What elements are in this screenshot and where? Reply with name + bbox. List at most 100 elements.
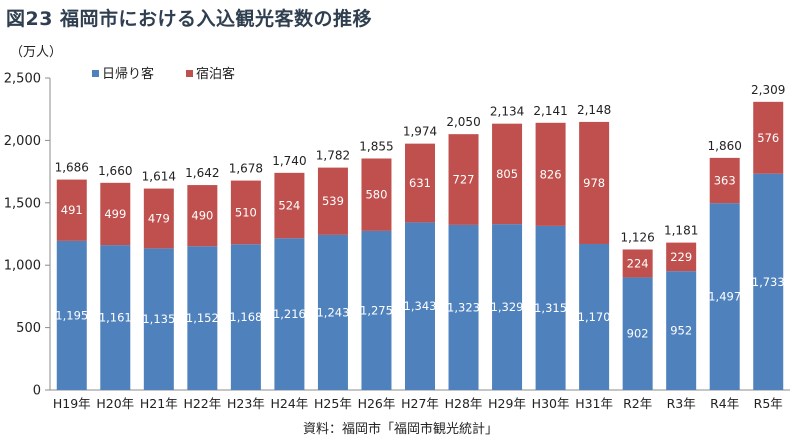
x-tick-label: R2年 bbox=[623, 396, 652, 411]
bar-day-trip bbox=[492, 224, 523, 390]
data-label-overnight: 727 bbox=[453, 173, 475, 187]
data-label-day-trip: 1,216 bbox=[273, 307, 306, 321]
x-tick-label: R3年 bbox=[667, 396, 696, 411]
x-tick-label: H27年 bbox=[401, 396, 439, 411]
bar-day-trip bbox=[622, 277, 653, 390]
legend-overnight-swatch bbox=[186, 70, 193, 77]
bar-overnight bbox=[448, 134, 479, 225]
x-tick-label: H19年 bbox=[53, 396, 91, 411]
data-label-day-trip: 952 bbox=[670, 324, 692, 338]
bar-overnight bbox=[56, 179, 87, 241]
data-label-total: 1,855 bbox=[359, 139, 393, 153]
data-label-total: 1,181 bbox=[664, 224, 698, 238]
bar-day-trip bbox=[448, 224, 479, 390]
data-label-overnight: 363 bbox=[714, 174, 736, 188]
data-label-day-trip: 1,168 bbox=[229, 310, 262, 324]
data-label-day-trip: 1,315 bbox=[534, 301, 567, 315]
bar-day-trip bbox=[361, 230, 392, 390]
bar-overnight bbox=[579, 121, 610, 244]
data-label-total: 1,126 bbox=[620, 230, 654, 244]
data-label-day-trip: 1,343 bbox=[404, 299, 437, 313]
bar-overnight bbox=[100, 182, 131, 246]
data-label-day-trip: 1,135 bbox=[142, 312, 175, 326]
data-label-overnight: 479 bbox=[148, 211, 170, 225]
bar-overnight bbox=[535, 122, 566, 226]
x-tick-label: H25年 bbox=[314, 396, 352, 411]
x-tick-label: H28年 bbox=[445, 396, 483, 411]
bar-overnight bbox=[317, 167, 348, 235]
data-label-total: 2,148 bbox=[577, 103, 611, 117]
data-label-overnight: 229 bbox=[670, 250, 692, 264]
data-label-total: 1,678 bbox=[229, 162, 263, 176]
data-label-overnight: 580 bbox=[365, 188, 387, 202]
data-label-day-trip: 1,497 bbox=[708, 290, 741, 304]
bar-day-trip bbox=[274, 238, 305, 390]
bar-day-trip bbox=[187, 246, 218, 390]
x-tick-label: R5年 bbox=[754, 396, 783, 411]
legend-overnight: 宿泊客 bbox=[186, 66, 235, 82]
source-note: 資料：福岡市「福岡市観光統計」 bbox=[302, 422, 498, 437]
bar-overnight bbox=[361, 158, 392, 231]
x-tick-label: H20年 bbox=[96, 396, 134, 411]
data-label-day-trip: 1,195 bbox=[55, 308, 88, 322]
x-tick-label: H21年 bbox=[140, 396, 178, 411]
y-tick-label: 500 bbox=[16, 321, 41, 336]
y-tick-label: 1,500 bbox=[4, 196, 41, 211]
chart-title: 図23 福岡市における入込観光客数の推移 bbox=[6, 8, 373, 30]
data-label-day-trip: 1,329 bbox=[491, 300, 524, 314]
legend-day-trip-label: 日帰り客 bbox=[102, 66, 154, 82]
bar-overnight bbox=[666, 242, 697, 272]
data-label-overnight: 539 bbox=[322, 194, 344, 208]
bar-day-trip bbox=[579, 243, 610, 390]
bar-day-trip bbox=[317, 234, 348, 390]
legend-day-trip: 日帰り客 bbox=[92, 66, 154, 82]
data-label-day-trip: 1,275 bbox=[360, 303, 393, 317]
data-label-day-trip: 1,243 bbox=[316, 305, 349, 319]
bar-overnight bbox=[143, 188, 174, 249]
data-label-overnight: 576 bbox=[757, 131, 779, 145]
y-unit-label: （万人） bbox=[10, 45, 62, 60]
bar-overnight bbox=[405, 143, 435, 223]
legend-overnight-label: 宿泊客 bbox=[196, 66, 235, 82]
bar-day-trip bbox=[535, 225, 566, 390]
data-label-overnight: 826 bbox=[540, 167, 562, 181]
x-tick-label: H23年 bbox=[227, 396, 265, 411]
y-tick-label: 2,000 bbox=[4, 134, 41, 149]
data-label-total: 1,660 bbox=[98, 164, 132, 178]
data-label-total: 2,309 bbox=[751, 83, 785, 97]
x-tick-label: H22年 bbox=[183, 396, 221, 411]
bar-overnight bbox=[753, 101, 784, 174]
data-label-overnight: 510 bbox=[235, 205, 257, 219]
y-tick-label: 2,500 bbox=[4, 72, 41, 87]
bar-overnight bbox=[230, 180, 261, 245]
data-label-day-trip: 1,733 bbox=[752, 275, 785, 289]
data-label-overnight: 491 bbox=[61, 203, 83, 217]
data-label-overnight: 224 bbox=[627, 256, 649, 270]
x-tick-label: H26年 bbox=[358, 396, 396, 411]
x-tick-label: R4年 bbox=[710, 396, 739, 411]
data-label-total: 2,050 bbox=[446, 115, 480, 129]
data-label-overnight: 490 bbox=[191, 209, 213, 223]
x-tick-label: H30年 bbox=[532, 396, 570, 411]
bar-day-trip bbox=[143, 248, 174, 390]
bar-day-trip bbox=[666, 271, 697, 390]
x-tick-label: H24年 bbox=[271, 396, 309, 411]
data-label-total: 2,134 bbox=[490, 105, 524, 119]
data-label-overnight: 524 bbox=[278, 199, 300, 213]
data-label-day-trip: 1,152 bbox=[186, 311, 219, 325]
y-tick-label: 1,000 bbox=[4, 259, 41, 274]
data-label-overnight: 805 bbox=[496, 167, 518, 181]
data-label-total: 1,686 bbox=[55, 161, 89, 175]
data-label-day-trip: 1,323 bbox=[447, 300, 480, 314]
data-label-day-trip: 902 bbox=[627, 327, 649, 341]
y-tick-label: 0 bbox=[33, 384, 41, 399]
bar-overnight bbox=[709, 157, 740, 204]
bar-day-trip bbox=[709, 203, 740, 390]
data-label-overnight: 499 bbox=[104, 207, 126, 221]
bar-day-trip bbox=[56, 240, 87, 390]
data-label-total: 1,860 bbox=[708, 139, 742, 153]
data-label-total: 2,141 bbox=[533, 104, 567, 118]
data-label-total: 1,782 bbox=[316, 149, 350, 163]
bar-day-trip bbox=[753, 173, 784, 390]
